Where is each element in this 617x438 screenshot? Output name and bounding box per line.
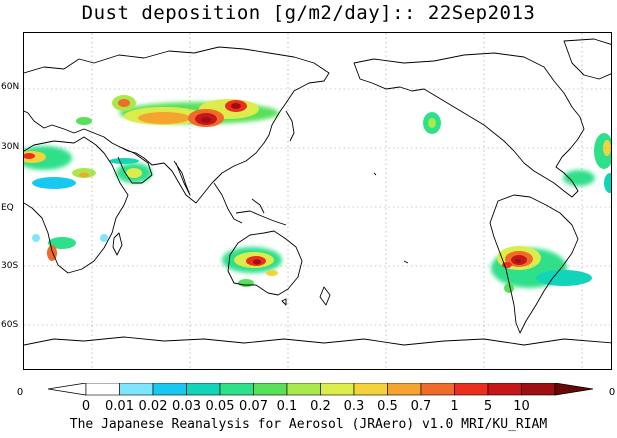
dust-plume-arabia [116,163,152,183]
colorbar-swatch [85,383,120,396]
colorbar-swatch [219,383,254,396]
colorbar-swatch [487,383,522,396]
map-title: Dust deposition [g/m2/day]:: 22Sep2013 [81,2,536,24]
lat-label-60s: 60S [1,320,19,330]
colorbar-swatch [119,383,154,396]
colorbar-tick-label: 0.1 [277,399,298,413]
credit-line: The Japanese Reanalysis for Aerosol (JRA… [69,417,548,432]
colorbar-tick-label: 0 [82,399,90,413]
colorbar-swatch [152,383,187,396]
colorbar-tick-label: 10 [513,399,530,413]
colorbar-swatch [387,383,422,396]
colorbar-swatches [47,383,594,396]
colorbar-svg: 0 0.01 0.02 0.03 0.05 0.07 0.1 0.2 0.3 0.5 0.7 1 5 10… [17,383,615,413]
colorbar-tick-label: 0.2 [310,399,331,413]
colorbar-left-end-label: 0 [17,387,23,398]
dust-field [24,95,611,293]
colorbar-tick-label: 0.5 [377,399,398,413]
lat-label-60n: 60N [1,82,20,92]
colorbar-tick-label: 0.02 [139,399,168,413]
colorbar-swatch [521,383,556,396]
dust-plume-southern-africa [32,234,108,261]
colorbar-swatch [320,383,355,396]
colorbar-over-triangle [554,383,594,396]
dust-plume-north-america [423,112,441,134]
colorbar-tick-label: 0.01 [105,399,134,413]
colorbar-swatch [186,383,221,396]
colorbar-tick-label: 5 [484,399,492,413]
coastlines [24,38,611,346]
map-canvas [24,33,611,369]
colorbar-tick-label: 1 [450,399,458,413]
dust-plume-australia [222,247,282,287]
colorbar-tick-label: 0.07 [239,399,268,413]
colorbar-tick-label: 0.05 [206,399,235,413]
lat-label-eq: EQ [1,203,14,213]
colorbar-tick-label: 0.3 [344,399,365,413]
lat-label-30n: 30N [1,142,20,152]
colorbar-tick-label: 0.03 [172,399,201,413]
world-map [23,32,612,370]
colorbar-swatch [454,383,489,396]
colorbar-swatch [286,383,321,396]
dust-plume-central-asia [76,95,279,164]
dust-plume-sahara [24,146,96,189]
colorbar-labels: 0 0.01 0.02 0.03 0.05 0.07 0.1 0.2 0.3 0.5 0.7 1 5 10 [82,399,530,413]
lat-label-30s: 30S [1,261,19,271]
colorbar-swatch [353,383,388,396]
graticule [24,33,611,369]
colorbar-tick-label: 0.7 [411,399,432,413]
colorbar-swatch [253,383,288,396]
dust-plume-caribbean [563,133,611,193]
colorbar-right-end-label: 0 [609,387,615,398]
colorbar-swatch [420,383,455,396]
colorbar-under-triangle [47,383,87,396]
